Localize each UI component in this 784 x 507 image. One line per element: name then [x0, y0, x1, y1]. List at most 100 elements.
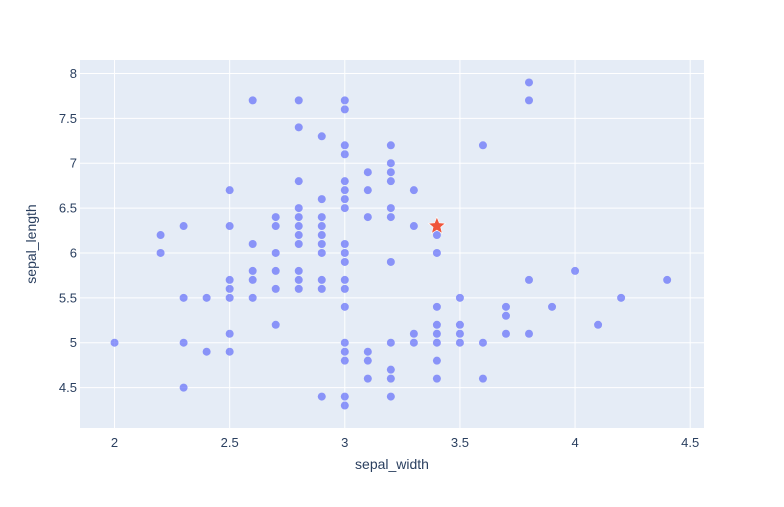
- data-point: [248, 293, 257, 302]
- data-point: [294, 222, 303, 231]
- y-axis-title: sepal_length: [23, 204, 39, 283]
- data-point: [340, 96, 349, 105]
- x-tick-labels: 2 2.5 3 3.5 4 4.5: [111, 435, 699, 450]
- data-point: [294, 213, 303, 222]
- y-tick-label: 8: [70, 66, 77, 81]
- data-point: [386, 374, 395, 383]
- data-point: [340, 338, 349, 347]
- data-point: [248, 275, 257, 284]
- data-point: [455, 293, 464, 302]
- data-point: [294, 204, 303, 213]
- data-point: [248, 240, 257, 248]
- data-point: [179, 383, 188, 392]
- data-point: [432, 231, 441, 240]
- data-point: [156, 231, 165, 240]
- data-point: [363, 356, 372, 365]
- data-point: [294, 240, 303, 248]
- data-point: [294, 96, 303, 105]
- data-point: [294, 123, 303, 132]
- data-point: [501, 311, 510, 320]
- data-point: [386, 204, 395, 213]
- data-point: [225, 275, 234, 284]
- y-tick-labels: 4.5 5 5.5 6 6.5 7 7.5 8: [59, 66, 77, 395]
- data-point: [409, 186, 418, 195]
- data-point: [340, 302, 349, 311]
- data-point: [340, 150, 349, 159]
- data-point: [432, 374, 441, 383]
- y-tick-label: 7.5: [59, 111, 77, 126]
- data-point: [179, 293, 188, 302]
- data-point: [340, 284, 349, 293]
- data-point: [525, 96, 534, 105]
- data-point: [317, 240, 326, 248]
- data-point: [386, 213, 395, 222]
- data-point: [363, 374, 372, 383]
- data-point: [432, 338, 441, 347]
- data-point: [110, 338, 119, 347]
- data-point: [271, 222, 280, 231]
- data-point: [317, 275, 326, 284]
- data-point: [225, 222, 234, 231]
- data-point: [478, 141, 487, 150]
- data-point: [409, 222, 418, 231]
- data-point: [271, 284, 280, 293]
- data-point: [363, 186, 372, 195]
- data-point: [340, 204, 349, 213]
- data-point: [432, 302, 441, 311]
- data-point: [525, 329, 534, 338]
- x-tick-label: 2.5: [221, 435, 239, 450]
- data-point: [294, 275, 303, 284]
- data-point: [340, 186, 349, 195]
- data-point: [317, 195, 326, 204]
- data-point: [409, 329, 418, 338]
- data-point: [179, 222, 188, 231]
- data-point: [294, 177, 303, 186]
- data-point: [340, 177, 349, 186]
- data-point: [432, 320, 441, 329]
- data-point: [386, 257, 395, 266]
- data-point: [478, 374, 487, 383]
- data-point: [571, 266, 580, 275]
- data-point: [455, 329, 464, 338]
- data-point: [617, 293, 626, 302]
- data-point: [525, 275, 534, 284]
- x-tick-label: 2: [111, 435, 118, 450]
- data-point: [363, 213, 372, 222]
- data-point: [317, 248, 326, 257]
- data-point: [386, 177, 395, 186]
- data-point: [340, 392, 349, 401]
- data-point: [294, 231, 303, 240]
- data-point: [363, 168, 372, 177]
- y-tick-label: 6: [70, 245, 77, 260]
- data-point: [340, 141, 349, 150]
- data-point: [179, 338, 188, 347]
- y-tick-label: 7: [70, 156, 77, 171]
- x-tick-label: 3: [341, 435, 348, 450]
- data-point: [432, 248, 441, 257]
- data-point: [225, 186, 234, 195]
- x-tick-label: 4: [571, 435, 578, 450]
- data-point: [340, 275, 349, 284]
- data-point: [225, 329, 234, 338]
- data-point: [340, 401, 349, 410]
- data-point: [202, 293, 211, 302]
- data-point: [317, 284, 326, 293]
- data-point: [386, 159, 395, 168]
- data-point: [340, 356, 349, 365]
- data-point: [340, 248, 349, 257]
- data-point: [386, 338, 395, 347]
- data-point: [386, 168, 395, 177]
- data-point: [248, 96, 257, 105]
- data-point: [432, 329, 441, 338]
- data-points: [110, 78, 672, 410]
- data-point: [317, 231, 326, 240]
- x-tick-label: 3.5: [451, 435, 469, 450]
- y-tick-label: 4.5: [59, 380, 77, 395]
- x-axis-title: sepal_width: [355, 456, 429, 472]
- data-point: [663, 275, 672, 284]
- data-point: [317, 213, 326, 222]
- data-point: [432, 356, 441, 365]
- data-point: [202, 347, 211, 356]
- data-point: [340, 105, 349, 114]
